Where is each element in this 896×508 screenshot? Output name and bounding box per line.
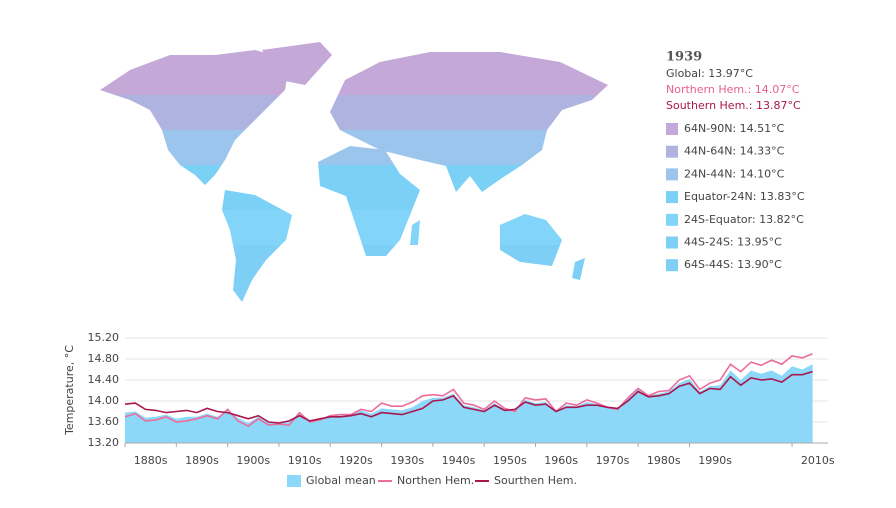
legend-swatch <box>666 213 678 226</box>
legend-label: Equator-24N: 13.83°C <box>684 190 805 203</box>
x-tick-label: 1930s <box>390 454 424 467</box>
world-map <box>100 42 608 302</box>
latitude-band <box>100 245 608 285</box>
y-axis-label: Temperature, °C <box>63 345 76 436</box>
latitude-band <box>100 285 608 302</box>
line <box>124 352 813 428</box>
x-tick-label: 1990s <box>698 454 732 467</box>
legend-swatch <box>287 475 301 487</box>
y-tick-label: 14.80 <box>88 352 120 365</box>
global-value: Global: 13.97°C <box>666 67 753 80</box>
legend-label: 44S-24S: 13.95°C <box>684 236 782 249</box>
x-tick-label: 1970s <box>596 454 630 467</box>
y-tick-label: 15.20 <box>88 331 120 344</box>
x-tick-label: 1950s <box>493 454 527 467</box>
line <box>124 370 813 424</box>
y-tick-label: 14.00 <box>88 394 120 407</box>
legend-swatch <box>666 259 678 272</box>
legend-label: 64N-90N: 14.51°C <box>684 122 785 135</box>
north-value: Northern Hem.: 14.07°C <box>666 83 800 96</box>
legend-swatch <box>666 191 678 204</box>
x-tick-label: 1890s <box>185 454 219 467</box>
y-tick-label: 14.40 <box>88 373 120 386</box>
legend-label: 64S-44S: 13.90°C <box>684 258 782 271</box>
x-tick-label: 1910s <box>288 454 322 467</box>
x-tick-label: 1940s <box>442 454 476 467</box>
x-tick-label: 1960s <box>544 454 578 467</box>
x-tick-label: 2010s <box>801 454 835 467</box>
south-value: Southern Hem.: 13.87°C <box>666 99 801 112</box>
legend-label: Sourthen Hem. <box>494 474 577 487</box>
y-tick-label: 13.20 <box>88 436 120 449</box>
legend-swatch <box>666 168 678 181</box>
area <box>125 364 813 443</box>
map-legend: 1939 Global: 13.97°C Northern Hem.: 14.0… <box>666 50 805 272</box>
legend-swatch <box>666 123 678 135</box>
legend-label: 44N-64N: 14.33°C <box>684 145 785 158</box>
legend-label: Global mean <box>306 474 376 487</box>
legend-swatch <box>666 145 678 158</box>
selected-year: 1939 <box>666 50 702 65</box>
y-tick-label: 13.60 <box>88 415 120 428</box>
legend-label: Northen Hem. <box>397 474 474 487</box>
latitude-band <box>100 130 608 165</box>
latitude-band <box>100 210 608 245</box>
legend-swatch <box>666 236 678 249</box>
legend-label: 24N-44N: 14.10°C <box>684 167 785 180</box>
x-tick-label: 1920s <box>339 454 373 467</box>
x-tick-label: 1880s <box>134 454 168 467</box>
latitude-band <box>100 95 608 130</box>
latitude-band <box>100 42 608 95</box>
legend-label: 24S-Equator: 13.82°C <box>684 213 804 226</box>
x-tick-label: 1900s <box>236 454 270 467</box>
latitude-band <box>100 165 608 210</box>
x-tick-label: 1980s <box>647 454 681 467</box>
